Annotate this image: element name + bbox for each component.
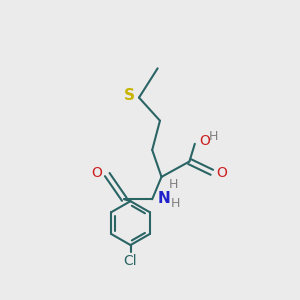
- Text: Cl: Cl: [124, 254, 137, 268]
- Text: O: O: [91, 167, 102, 180]
- Text: H: H: [209, 130, 219, 143]
- Text: H: H: [170, 197, 180, 210]
- Text: S: S: [124, 88, 135, 103]
- Text: O: O: [200, 134, 210, 148]
- Text: N: N: [157, 190, 170, 206]
- Text: H: H: [169, 178, 178, 191]
- Text: O: O: [216, 167, 227, 180]
